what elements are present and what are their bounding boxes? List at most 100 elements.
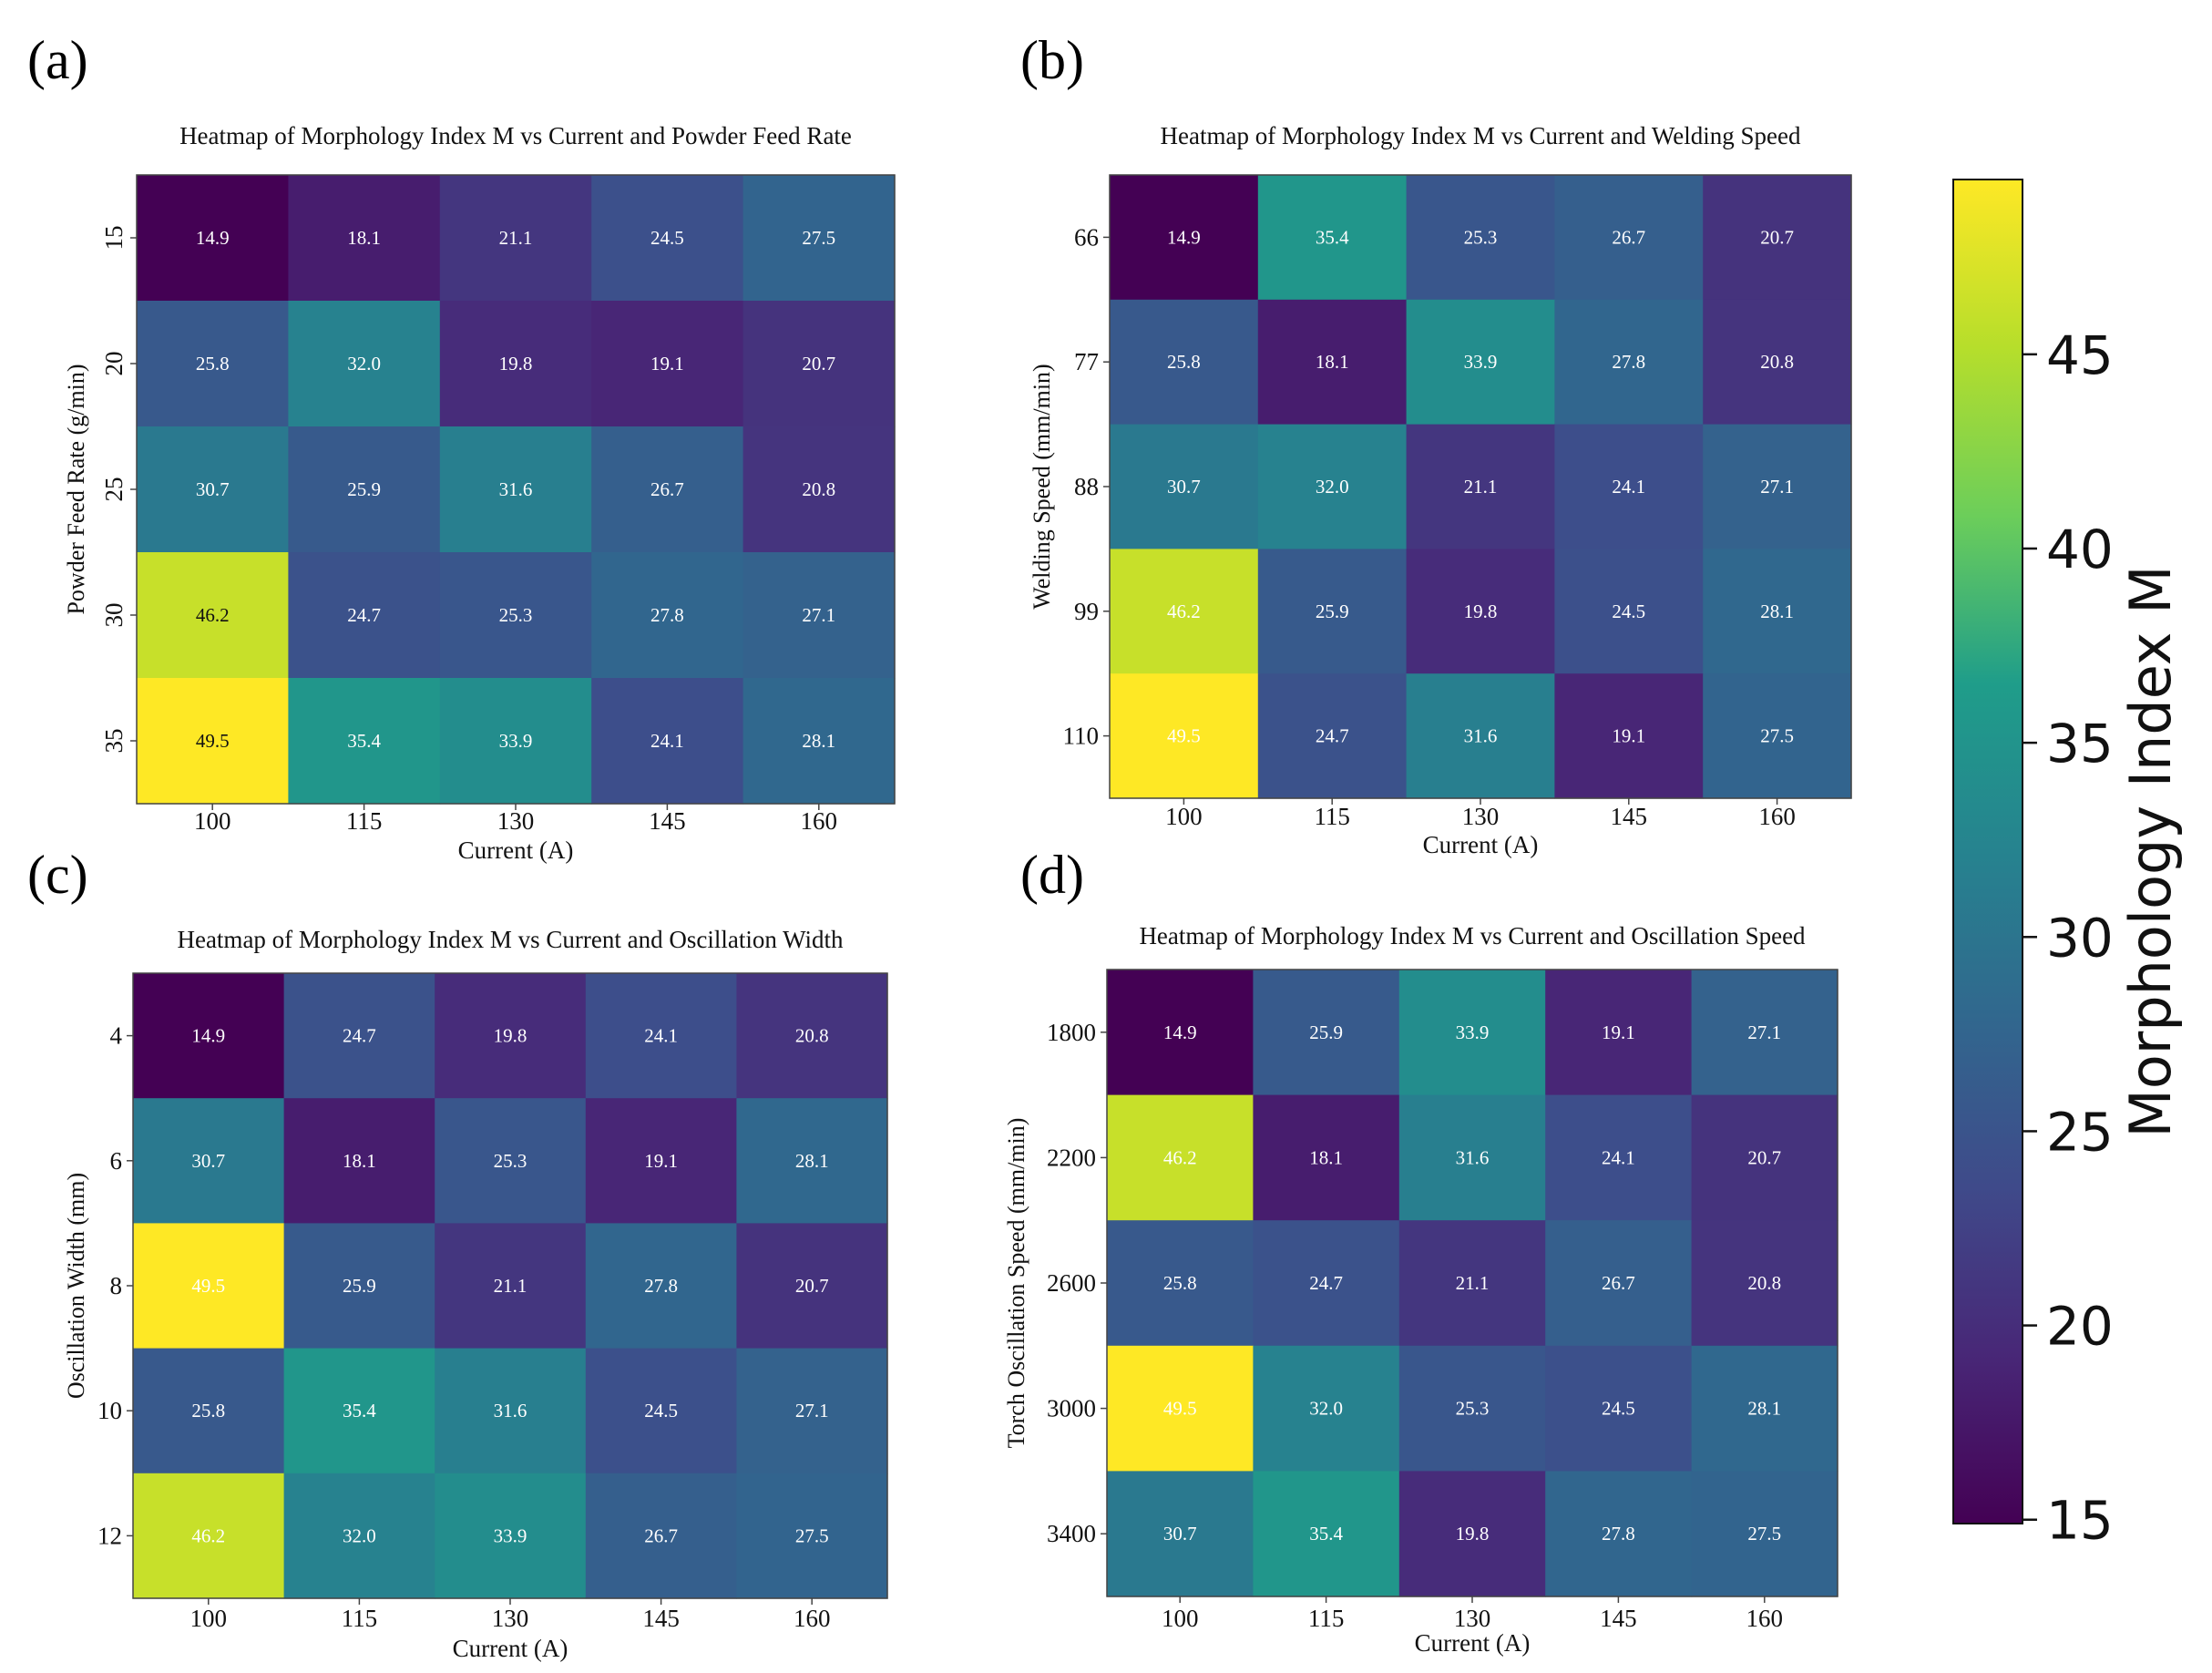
y-tick-label: 110	[1063, 723, 1100, 750]
cell-value-label: 33.9	[1456, 1021, 1490, 1043]
cell-value-label: 19.8	[1464, 600, 1498, 622]
cell-value-label: 35.4	[347, 730, 381, 752]
cell-value-label: 49.5	[191, 1275, 225, 1297]
heatmap-cell	[133, 1473, 285, 1599]
panel-label: (b)	[1020, 30, 1084, 90]
cell-value-label: 49.5	[1167, 725, 1201, 747]
heatmap-cell	[1406, 175, 1555, 301]
heatmap-cell	[137, 426, 289, 553]
heatmap-cell	[288, 175, 441, 302]
heatmap-cell	[1110, 299, 1259, 426]
cell-value-label: 18.1	[1316, 351, 1349, 373]
heatmap-cell	[435, 1348, 587, 1474]
cell-value-label: 49.5	[196, 730, 230, 752]
colorbar-tick-label: 45	[2046, 324, 2114, 386]
y-tick-label: 12	[97, 1522, 122, 1549]
heatmap-cell	[1554, 673, 1704, 799]
heatmap-cell	[1691, 1220, 1838, 1347]
heatmap-cell	[1398, 1220, 1546, 1347]
cell-value-label: 20.8	[795, 1025, 829, 1047]
heatmap-cell	[1554, 299, 1704, 426]
x-tick-label: 100	[194, 807, 231, 835]
panel-title: Heatmap of Morphology Index M vs Current…	[1161, 122, 1801, 149]
y-tick-label: 3000	[1047, 1395, 1096, 1422]
cell-value-label: 28.1	[802, 730, 835, 752]
x-axis-label: Current (A)	[1423, 831, 1539, 858]
cell-value-label: 28.1	[1760, 600, 1794, 622]
cell-value-label: 27.5	[795, 1524, 829, 1546]
cell-value-label: 25.3	[494, 1150, 527, 1172]
heatmap-cell	[1398, 1345, 1546, 1472]
heatmap-cell	[1554, 424, 1704, 549]
heatmap-cell	[439, 678, 592, 805]
x-tick-label: 115	[1314, 803, 1350, 830]
heatmap-cell	[742, 678, 896, 805]
cell-value-label: 19.8	[1456, 1523, 1490, 1545]
heatmap-cell	[1107, 1094, 1254, 1221]
cell-value-label: 30.7	[1163, 1523, 1197, 1545]
cell-value-label: 25.9	[1316, 600, 1349, 622]
cell-value-label: 21.1	[1456, 1272, 1490, 1294]
cell-value-label: 24.1	[650, 730, 684, 752]
heatmap-cell	[1107, 1471, 1254, 1597]
x-tick-label: 130	[1454, 1605, 1491, 1632]
cell-value-label: 25.8	[1163, 1272, 1197, 1294]
cell-value-label: 30.7	[196, 478, 230, 500]
panel-title: Heatmap of Morphology Index M vs Current…	[177, 926, 844, 953]
heatmap-cell	[1545, 1094, 1693, 1221]
heatmap-cell	[1545, 1345, 1693, 1472]
heatmap-cell	[736, 1223, 888, 1350]
cell-value-label: 26.7	[644, 1524, 678, 1546]
cell-value-label: 46.2	[191, 1524, 225, 1546]
x-tick-label: 115	[342, 1605, 378, 1632]
heatmap-cell	[1257, 299, 1408, 426]
cell-value-label: 35.4	[343, 1400, 376, 1422]
heatmap-cell	[435, 1098, 587, 1224]
heatmap-cell	[435, 1223, 587, 1350]
y-tick-label: 8	[110, 1272, 123, 1299]
cell-value-label: 28.1	[1747, 1398, 1781, 1420]
x-tick-label: 145	[649, 807, 686, 835]
heatmap-cell	[1703, 299, 1852, 426]
heatmap-cell	[283, 1223, 435, 1350]
heatmap-cell	[1107, 1220, 1254, 1347]
heatmap-cell	[742, 426, 896, 553]
y-tick-label: 15	[100, 226, 128, 251]
x-tick-label: 145	[642, 1605, 680, 1632]
cell-value-label: 21.1	[499, 227, 533, 249]
cell-value-label: 21.1	[1464, 476, 1498, 498]
x-axis-label: Current (A)	[453, 1635, 568, 1662]
cell-value-label: 31.6	[499, 478, 533, 500]
cell-value-label: 24.7	[347, 604, 381, 626]
cell-value-label: 27.8	[650, 604, 684, 626]
heatmap-cell	[1257, 424, 1408, 549]
colorbar-tick-label: 35	[2046, 713, 2114, 775]
cell-value-label: 25.3	[1456, 1398, 1490, 1420]
cell-value-label: 27.1	[795, 1400, 829, 1422]
cell-value-label: 25.8	[196, 353, 230, 375]
x-tick-label: 115	[346, 807, 383, 835]
heatmap-cell	[1406, 424, 1555, 549]
heatmap-cell	[288, 426, 441, 553]
cell-value-label: 33.9	[1464, 351, 1498, 373]
cell-value-label: 26.7	[1602, 1272, 1635, 1294]
cell-value-label: 27.8	[644, 1275, 678, 1297]
heatmap-cell	[283, 1098, 435, 1224]
heatmap-cell	[1398, 1094, 1546, 1221]
cell-value-label: 19.1	[650, 353, 684, 375]
cell-value-label: 20.8	[1747, 1272, 1781, 1294]
heatmap-cell	[1253, 1345, 1400, 1472]
x-tick-label: 100	[190, 1605, 228, 1632]
x-tick-label: 100	[1165, 803, 1203, 830]
heatmap-cell	[742, 552, 896, 679]
cell-value-label: 27.1	[802, 604, 835, 626]
cell-value-label: 27.8	[1602, 1523, 1635, 1545]
heatmap-cell	[1691, 1345, 1838, 1472]
heatmap-cell	[288, 678, 441, 805]
colorbar-tick-label: 20	[2046, 1296, 2114, 1358]
y-tick-label: 4	[110, 1022, 123, 1050]
cell-value-label: 46.2	[1163, 1146, 1197, 1168]
y-axis-label: Powder Feed Rate (g/min)	[63, 364, 89, 614]
panel-a: (a) Heatmap of Morphology Index M vs Curr…	[27, 30, 896, 864]
cell-value-label: 24.7	[1309, 1272, 1343, 1294]
